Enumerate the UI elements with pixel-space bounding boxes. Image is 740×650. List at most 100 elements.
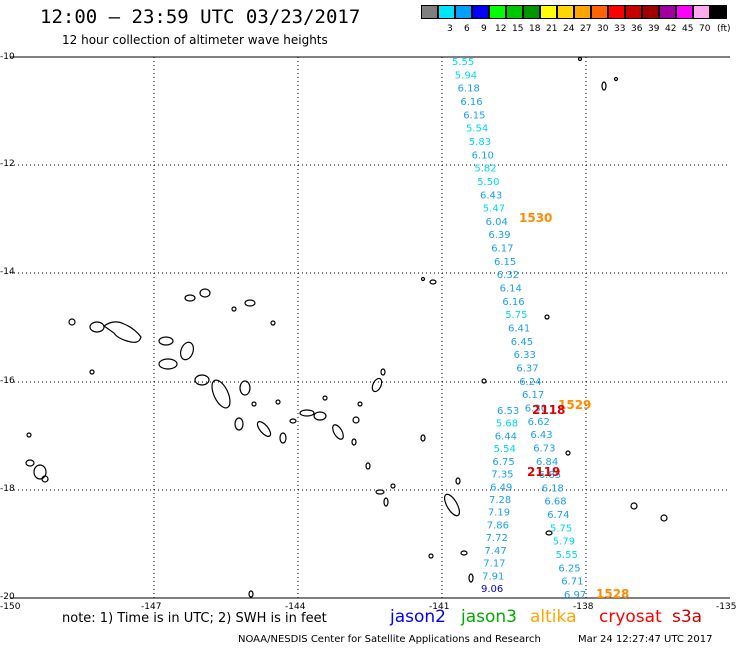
legend-swatch xyxy=(625,5,642,19)
wave-height-value: 6.97 xyxy=(564,590,586,601)
wave-height-value: 6.74 xyxy=(547,510,569,521)
wave-height-value: 6.04 xyxy=(486,217,508,228)
lat-label-18: -18 xyxy=(0,484,15,494)
wave-height-value: 6.24 xyxy=(519,377,541,388)
wave-height-value: 5.75 xyxy=(550,523,572,534)
legend-swatch xyxy=(489,5,506,19)
grid-lines xyxy=(10,57,730,598)
lat-label-20: -20 xyxy=(0,592,15,602)
wave-height-value: 5.47 xyxy=(483,204,505,215)
altimeter-track-1: 5.555.946.186.166.155.545.836.105.825.50… xyxy=(452,57,586,601)
wave-height-value: 6.37 xyxy=(516,363,538,374)
wave-height-value: 7.86 xyxy=(487,520,509,531)
map-canvas: 5.555.946.186.166.155.545.836.105.825.50… xyxy=(0,0,740,650)
lon-label-150: -150 xyxy=(0,602,20,612)
legend-label: 30 xyxy=(597,24,608,34)
sat-cryosat: cryosat xyxy=(599,607,662,627)
wave-height-value: 6.73 xyxy=(533,443,555,454)
sat-s3a: s3a xyxy=(672,607,702,627)
wave-height-value: 6.15 xyxy=(463,110,485,121)
wave-height-value: 6.68 xyxy=(544,497,566,508)
legend-label: 3 xyxy=(447,24,453,34)
lat-label-16: -16 xyxy=(0,376,15,386)
wave-height-value: 6.41 xyxy=(508,324,530,335)
page-title: 12:00 — 23:59 UTC 03/23/2017 xyxy=(40,6,360,28)
legend-label: 27 xyxy=(580,24,591,34)
wave-height-value: 6.14 xyxy=(500,284,522,295)
sat-altika: altika xyxy=(530,607,577,627)
legend-label: 36 xyxy=(631,24,642,34)
wave-height-value: 7.28 xyxy=(489,495,511,506)
pass-time-label: 2118 xyxy=(532,403,565,417)
generated-timestamp: Mar 24 12:27:47 UTC 2017 xyxy=(578,634,713,645)
wave-height-value: 6.45 xyxy=(511,337,533,348)
legend-swatch xyxy=(438,5,455,19)
lat-label-14: -14 xyxy=(0,267,15,277)
wave-height-value: 5.55 xyxy=(556,550,578,561)
legend-swatch xyxy=(608,5,625,19)
legend-swatch xyxy=(574,5,591,19)
legend-swatch xyxy=(557,5,574,19)
pass-time-label: 1530 xyxy=(519,211,552,225)
legend-swatch xyxy=(421,5,438,19)
wave-height-value: 6.71 xyxy=(561,577,583,588)
legend-swatch xyxy=(710,5,727,19)
lat-label-12: -12 xyxy=(0,159,15,169)
wave-height-value: 5.54 xyxy=(466,124,488,135)
wave-height-value: 5.83 xyxy=(469,137,491,148)
legend-swatch xyxy=(642,5,659,19)
legend-swatch xyxy=(676,5,693,19)
legend-label: 39 xyxy=(648,24,659,34)
credit-line: NOAA/NESDIS Center for Satellite Applica… xyxy=(238,634,541,645)
legend-label: 15 xyxy=(512,24,523,34)
wave-height-value: 6.43 xyxy=(530,430,552,441)
wave-height-value: 7.47 xyxy=(484,546,506,557)
legend-label: 24 xyxy=(563,24,574,34)
wave-height-value: 7.72 xyxy=(486,533,508,544)
legend-swatch xyxy=(693,5,710,19)
wave-height-value: 5.79 xyxy=(553,537,575,548)
wave-height-value: 6.32 xyxy=(497,270,519,281)
legend-label: 21 xyxy=(546,24,557,34)
legend-swatch xyxy=(523,5,540,19)
wave-height-value: 6.17 xyxy=(522,390,544,401)
wave-height-value: 5.75 xyxy=(505,310,527,321)
wave-height-value: 5.50 xyxy=(477,177,499,188)
wave-height-value: 7.17 xyxy=(483,559,505,570)
wave-height-value: 7.91 xyxy=(482,571,504,582)
wave-height-value: 7.19 xyxy=(488,508,510,519)
footer-note: note: 1) Time is in UTC; 2) SWH is in fe… xyxy=(62,611,327,626)
legend-label: 18 xyxy=(529,24,540,34)
wave-height-value: 6.33 xyxy=(514,350,536,361)
wave-height-value: 5.55 xyxy=(452,57,474,68)
legend-swatch xyxy=(455,5,472,19)
wave-height-value: 6.39 xyxy=(488,230,510,241)
legend-swatch xyxy=(472,5,489,19)
legend-unit: (ft) xyxy=(717,24,731,34)
wave-height-value: 6.62 xyxy=(528,417,550,428)
legend-swatch xyxy=(591,5,608,19)
wave-height-value: 5.94 xyxy=(455,70,477,81)
wave-height-value: 6.17 xyxy=(491,244,513,255)
island-outlines xyxy=(26,58,667,598)
wave-height-value: 6.25 xyxy=(558,563,580,574)
wave-height-value: 5.82 xyxy=(474,164,496,175)
wave-height-value: 5.54 xyxy=(494,444,516,455)
altimeter-track-2: 6.535.686.445.546.757.356.497.287.197.86… xyxy=(481,406,519,595)
wave-height-value: 6.75 xyxy=(492,457,514,468)
pass-time-label: 2119 xyxy=(527,465,560,479)
wave-height-value: 6.43 xyxy=(480,190,502,201)
page-subtitle: 12 hour collection of altimeter wave hei… xyxy=(62,33,328,47)
legend-label: 12 xyxy=(495,24,506,34)
wave-height-value: 6.15 xyxy=(494,257,516,268)
legend-swatch xyxy=(506,5,523,19)
legend-label: 42 xyxy=(665,24,676,34)
legend-swatch xyxy=(659,5,676,19)
legend-label: 45 xyxy=(682,24,693,34)
wave-height-value: 6.18 xyxy=(458,84,480,95)
wave-height-value: 6.18 xyxy=(542,483,564,494)
wave-height-value: 7.35 xyxy=(491,470,513,481)
wave-height-value: 9.06 xyxy=(481,584,503,595)
legend-label: 6 xyxy=(464,24,470,34)
sat-jason3: jason3 xyxy=(461,607,517,627)
